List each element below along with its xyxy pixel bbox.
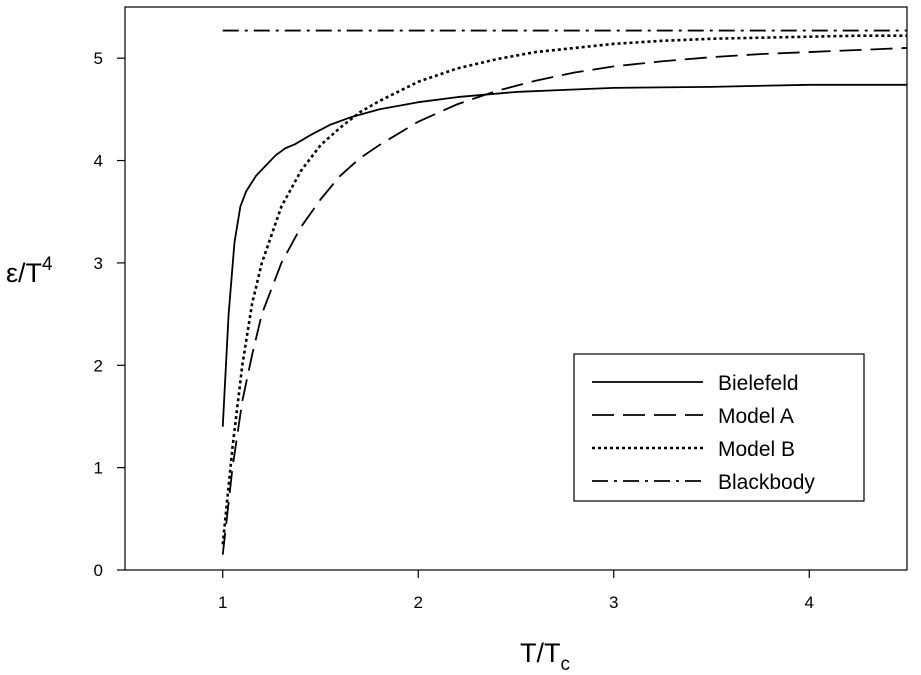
legend-entries: Bielefeld Model A Model B Blackbody bbox=[592, 372, 815, 494]
legend-box bbox=[573, 353, 865, 502]
series-layer bbox=[221, 29, 908, 555]
x-axis-label-subscript: c bbox=[561, 654, 571, 675]
x-tick-label-1: 2 bbox=[414, 593, 423, 612]
x-axis-label-main: T/T bbox=[520, 638, 561, 668]
legend-label-model-a: Model A bbox=[718, 405, 794, 428]
plot-frame bbox=[124, 6, 908, 571]
legend-label-bielefeld: Bielefeld bbox=[718, 372, 799, 395]
series-line-bielefeld bbox=[221, 83, 907, 427]
x-tick-label-3: 4 bbox=[805, 593, 814, 612]
y-axis-label-superscript: 4 bbox=[42, 254, 53, 275]
y-tick-label-2: 2 bbox=[94, 356, 103, 375]
ticks-layer: 1 2 3 4 0 1 2 3 4 5 bbox=[94, 49, 814, 612]
y-tick-label-3: 3 bbox=[94, 254, 103, 273]
legend-label-model-b: Model B bbox=[718, 438, 795, 461]
legend-label-blackbody: Blackbody bbox=[718, 471, 815, 494]
legend: Bielefeld Model A Model B Blackbody bbox=[573, 353, 865, 502]
x-axis-label: T/Tc bbox=[520, 638, 570, 675]
y-axis-label-main: ε/T bbox=[6, 258, 42, 288]
y-axis-label: ε/T4 bbox=[6, 254, 53, 288]
series-line-model-b bbox=[221, 34, 907, 545]
series-line-model-a bbox=[221, 47, 908, 555]
y-tick-label-1: 1 bbox=[94, 459, 103, 478]
x-tick-label-2: 3 bbox=[609, 593, 618, 612]
y-tick-label-0: 0 bbox=[94, 561, 103, 580]
y-tick-label-4: 4 bbox=[94, 152, 103, 171]
x-tick-label-0: 1 bbox=[218, 593, 227, 612]
y-tick-label-5: 5 bbox=[94, 49, 103, 68]
plot-area-border bbox=[124, 6, 908, 571]
